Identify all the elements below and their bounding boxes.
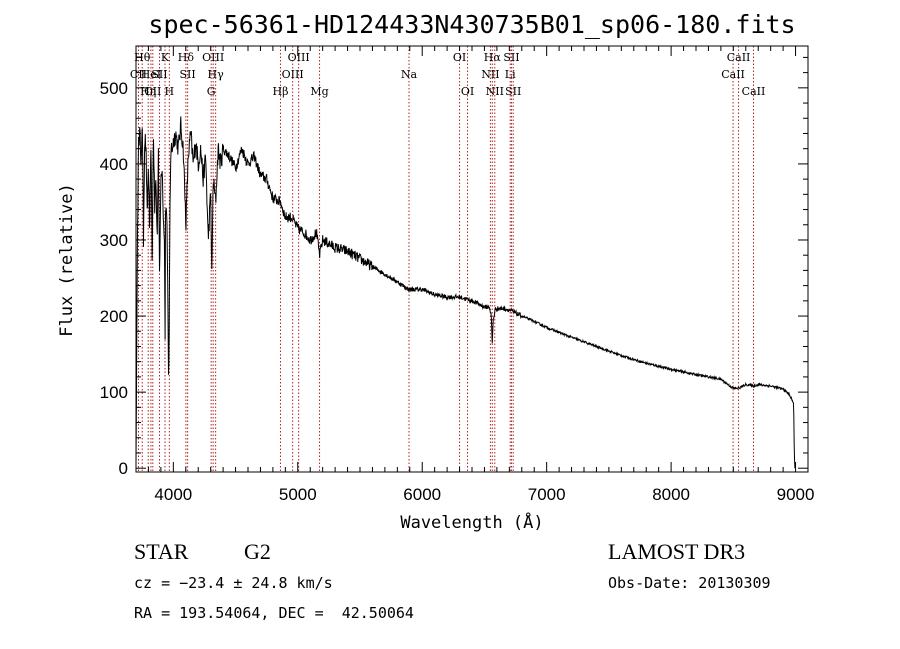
- x-axis-ticks: 4000 5000 6000 7000 8000 9000: [147, 46, 815, 504]
- coordinates-text: RA = 193.54064, DEC = 42.50064: [134, 604, 414, 622]
- line-marker-label: CaII: [742, 85, 766, 98]
- line-marker-label: Hγ: [208, 68, 225, 81]
- x-axis-label: Wavelength (Å): [400, 511, 543, 533]
- y-tick-label: 0: [119, 459, 128, 478]
- line-marker-label: Hθ: [134, 51, 151, 64]
- line-marker-label: Hα: [484, 51, 502, 64]
- spectral-subclass: G2: [244, 539, 271, 564]
- y-axis-ticks: 0 100 200 300 400 500: [100, 56, 808, 478]
- x-tick-label: 7000: [528, 485, 566, 504]
- line-marker-label: G: [207, 85, 216, 98]
- x-tick-label: 4000: [154, 485, 192, 504]
- line-marker-label: OI: [453, 51, 466, 64]
- line-marker-label: OIII: [288, 51, 310, 64]
- emission-line-markers: [137, 46, 754, 472]
- line-marker-label: HeI: [141, 68, 161, 81]
- y-tick-label: 200: [100, 307, 128, 326]
- line-marker-label: Li: [505, 68, 516, 81]
- chart-title: spec-56361-HD124433N430735B01_sp06-180.f…: [148, 10, 795, 39]
- line-marker-label: NII: [486, 85, 504, 98]
- line-marker-label: CaII: [727, 51, 751, 64]
- x-tick-label: 5000: [279, 485, 317, 504]
- flux-series-line: [135, 116, 796, 469]
- emission-line-labels: CIIHθHηHeICIISIIKHHδSIIGOIIIHγHβOIIIOIII…: [130, 51, 765, 98]
- line-marker-label: CaII: [721, 68, 745, 81]
- line-marker-label: Hδ: [178, 51, 195, 64]
- x-tick-label: 9000: [777, 485, 815, 504]
- object-class: STAR: [134, 539, 189, 564]
- line-marker-label: Na: [401, 68, 418, 81]
- line-marker-label: SII: [503, 51, 519, 64]
- y-tick-label: 300: [100, 231, 128, 250]
- plot-frame: [135, 45, 809, 473]
- y-axis-label: Flux (relative): [57, 183, 77, 337]
- redshift-text: cz = −23.4 ± 24.8 km/s: [134, 574, 333, 592]
- y-tick-label: 100: [100, 383, 128, 402]
- line-marker-label: Mg: [310, 85, 328, 98]
- y-tick-label: 500: [100, 79, 128, 98]
- obs-date-text: Obs-Date: 20130309: [608, 574, 771, 592]
- line-marker-label: OIII: [282, 68, 304, 81]
- line-marker-label: CII: [130, 68, 147, 81]
- survey-name: LAMOST DR3: [608, 539, 746, 564]
- line-marker-label: OI: [461, 85, 474, 98]
- y-tick-label: 400: [100, 155, 128, 174]
- line-marker-label: Hβ: [273, 85, 289, 98]
- line-marker-label: SII: [505, 85, 521, 98]
- line-marker-label: K: [161, 51, 170, 64]
- line-marker-label: H: [165, 85, 175, 98]
- line-marker-label: NII: [481, 68, 499, 81]
- x-tick-label: 8000: [652, 485, 690, 504]
- line-marker-label: SII: [180, 68, 196, 81]
- x-tick-label: 6000: [403, 485, 441, 504]
- line-marker-label: SII: [151, 68, 167, 81]
- line-marker-label: CII: [144, 85, 161, 98]
- line-marker-label: OIII: [202, 51, 224, 64]
